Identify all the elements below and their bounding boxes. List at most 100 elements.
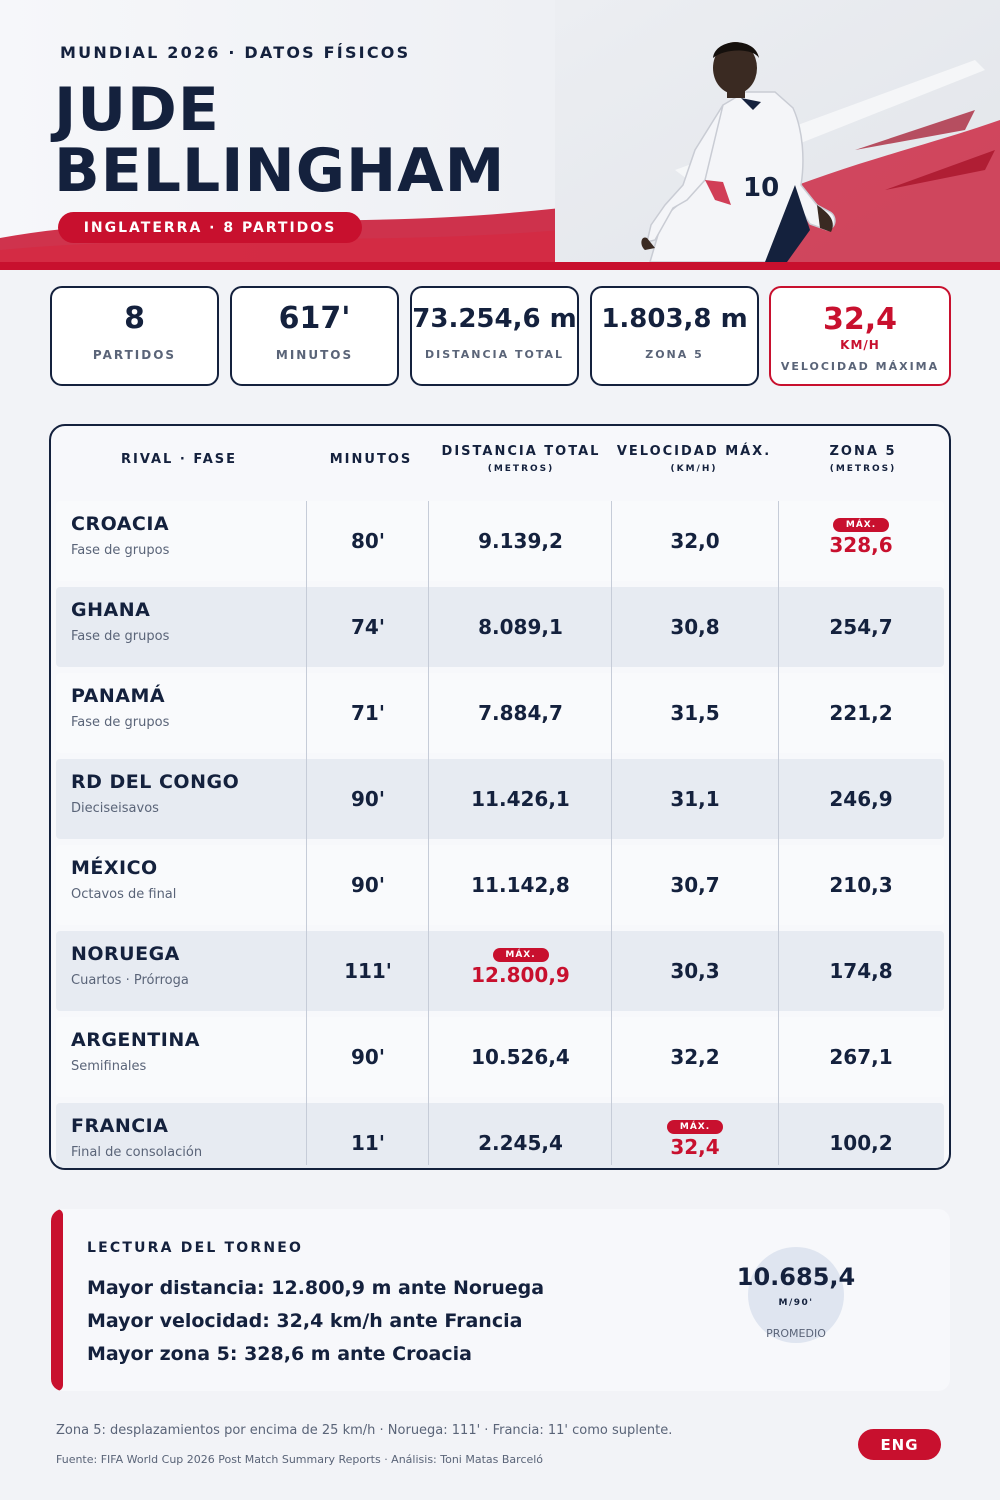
rival-name: ARGENTINA: [71, 1029, 200, 1051]
distance-cell: 11.426,1: [471, 787, 570, 811]
match-phase: Fase de grupos: [71, 629, 170, 644]
speed-cell: 30,8: [670, 615, 720, 639]
speed-cell: 32,0: [670, 529, 720, 553]
minutes-cell: 80': [351, 529, 385, 553]
table-row: PANAMÁ Fase de grupos 71' 7.884,7 31,5 2…: [56, 673, 944, 753]
player-photo: 10: [555, 0, 1000, 262]
language-toggle-button[interactable]: ENG: [858, 1429, 941, 1460]
kpi-label: MINUTOS: [275, 348, 354, 362]
distance-cell: 2.245,4: [478, 1131, 563, 1155]
minutes-cell: 90': [351, 873, 385, 897]
kpi-value: 73.254,6 m: [412, 304, 577, 334]
kpi-value: 1.803,8 m: [601, 304, 748, 334]
table-row: ARGENTINA Semifinales 90' 10.526,4 32,2 …: [56, 1017, 944, 1097]
column-header-unit: (METROS): [487, 464, 555, 474]
rival-name: GHANA: [71, 599, 151, 621]
column-header-unit: (KM/H): [670, 464, 718, 474]
kpi-card-zona-5: 1.803,8 m ZONA 5: [590, 286, 759, 386]
jersey-number: 10: [743, 173, 779, 203]
rival-name: CROACIA: [71, 513, 170, 535]
kpi-label: DISTANCIA TOTAL: [424, 348, 565, 361]
summary-accent-bar: [51, 1209, 63, 1391]
distance-cell: 8.089,1: [478, 615, 563, 639]
minutes-cell: 71': [351, 701, 385, 725]
match-phase: Cuartos · Prórroga: [71, 973, 189, 988]
kpi-label: ZONA 5: [645, 348, 704, 361]
match-stats-table: RIVAL · FASE MINUTOS DISTANCIA TOTAL (ME…: [49, 424, 951, 1170]
column-header-label: DISTANCIA TOTAL: [441, 444, 601, 459]
minutes-cell: 11': [351, 1131, 385, 1155]
speed-cell: 31,1: [670, 787, 720, 811]
speed-cell: 30,3: [670, 959, 720, 983]
table-row: FRANCIA Final de consolación 11' 2.245,4…: [56, 1103, 944, 1168]
column-header-unit: (METROS): [829, 464, 897, 474]
average-unit: M/90': [778, 1298, 814, 1308]
distance-cell-max: MÁX. 12.800,9: [429, 931, 612, 1011]
kpi-value: 32,4: [822, 302, 898, 337]
kpi-card-partidos: 8 PARTIDOS: [50, 286, 219, 386]
max-badge: MÁX.: [667, 1119, 723, 1134]
kpi-card-distancia-total: 73.254,6 m DISTANCIA TOTAL: [410, 286, 579, 386]
kpi-unit: KM/H: [840, 338, 880, 352]
column-header-label: MINUTOS: [329, 451, 413, 467]
average-circle: [748, 1247, 844, 1343]
player-name: JUDE BELLINGHAM: [54, 80, 505, 202]
rival-name: FRANCIA: [71, 1115, 169, 1137]
rival-name: RD DEL CONGO: [71, 771, 240, 793]
distance-cell: 7.884,7: [478, 701, 563, 725]
kpi-label: VELOCIDAD MÁXIMA: [780, 360, 940, 373]
summary-line: Mayor velocidad: 32,4 km/h ante Francia: [87, 1310, 523, 1332]
zona5-value: 328,6: [829, 532, 893, 557]
column-divider: [778, 501, 779, 1165]
match-phase: Dieciseisavos: [71, 801, 159, 816]
zona5-cell: 174,8: [829, 959, 893, 983]
kpi-value: 617': [278, 301, 351, 336]
table-row: MÉXICO Octavos de final 90' 11.142,8 30,…: [56, 845, 944, 925]
distance-cell: 10.526,4: [471, 1045, 570, 1069]
speed-cell: 31,5: [670, 701, 720, 725]
minutes-cell: 111': [344, 959, 392, 983]
table-row: CROACIA Fase de grupos 80' 9.139,2 32,0 …: [56, 501, 944, 581]
zona5-cell: 246,9: [829, 787, 893, 811]
column-header-label: RIVAL · FASE: [120, 451, 238, 467]
zona5-cell: 210,3: [829, 873, 893, 897]
speed-cell-max: MÁX. 32,4: [612, 1103, 778, 1168]
column-header-velocidad: VELOCIDAD MÁX. (KM/H): [607, 426, 781, 492]
speed-value: 32,4: [670, 1134, 720, 1159]
zona5-cell: 100,2: [829, 1131, 893, 1155]
kpi-card-velocidad-maxima: 32,4 KM/H VELOCIDAD MÁXIMA: [769, 286, 951, 386]
kpi-value: 8: [124, 301, 145, 336]
column-header-label: VELOCIDAD MÁX.: [616, 444, 772, 459]
table-row: RD DEL CONGO Dieciseisavos 90' 11.426,1 …: [56, 759, 944, 839]
distance-value: 12.800,9: [471, 962, 570, 987]
table-row: NORUEGA Cuartos · Prórroga 111' MÁX. 12.…: [56, 931, 944, 1011]
zona5-cell-max: MÁX. 328,6: [778, 501, 944, 581]
summary-title: LECTURA DEL TORNEO: [87, 1240, 304, 1256]
page-kicker: MUNDIAL 2026 · DATOS FÍSICOS: [60, 43, 411, 62]
distance-cell: 11.142,8: [471, 873, 570, 897]
footnote: Zona 5: desplazamientos por encima de 25…: [56, 1423, 673, 1438]
average-value: 10.685,4: [736, 1263, 856, 1291]
rival-name: MÉXICO: [71, 857, 158, 879]
zona5-cell: 267,1: [829, 1045, 893, 1069]
column-divider: [611, 501, 612, 1165]
column-divider: [306, 501, 307, 1165]
match-phase: Final de consolación: [71, 1145, 203, 1160]
speed-cell: 32,2: [670, 1045, 720, 1069]
match-phase: Fase de grupos: [71, 543, 170, 558]
column-header-minutos: MINUTOS: [307, 426, 435, 492]
column-header-rival: RIVAL · FASE: [51, 426, 307, 492]
rival-name: NORUEGA: [71, 943, 180, 965]
source-credit: Fuente: FIFA World Cup 2026 Post Match S…: [56, 1453, 544, 1466]
zona5-cell: 254,7: [829, 615, 893, 639]
table-row: GHANA Fase de grupos 74' 8.089,1 30,8 25…: [56, 587, 944, 667]
column-header-zona5: ZONA 5 (METROS): [781, 426, 945, 492]
player-name-line2: BELLINGHAM: [54, 136, 506, 206]
max-badge: MÁX.: [833, 517, 889, 532]
player-name-line1: JUDE: [54, 75, 220, 145]
match-phase: Semifinales: [71, 1059, 147, 1074]
column-divider: [428, 501, 429, 1165]
team-badge: INGLATERRA · 8 PARTIDOS: [58, 212, 362, 243]
speed-cell: 30,7: [670, 873, 720, 897]
kpi-card-minutos: 617' MINUTOS: [230, 286, 399, 386]
